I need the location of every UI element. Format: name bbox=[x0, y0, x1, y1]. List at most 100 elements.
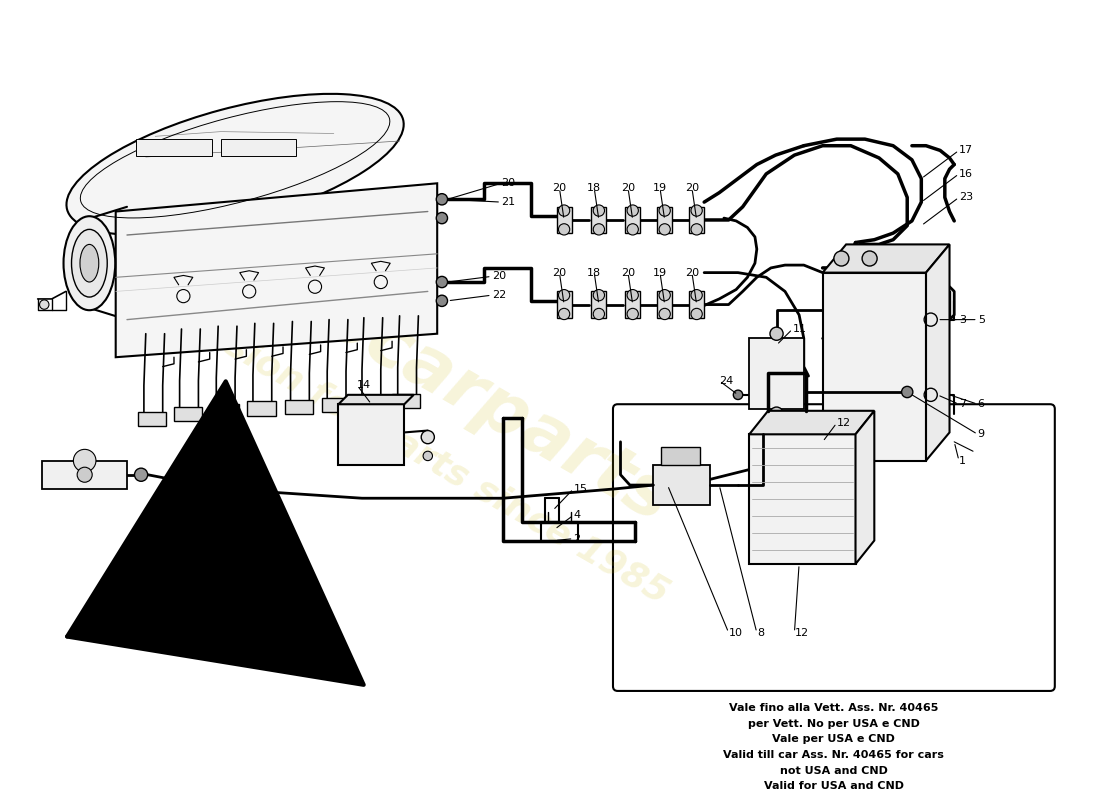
Text: 12: 12 bbox=[794, 628, 808, 638]
Bar bbox=[557, 207, 572, 233]
Circle shape bbox=[437, 295, 448, 306]
Bar bbox=[210, 404, 239, 418]
Circle shape bbox=[593, 205, 605, 216]
Bar bbox=[592, 291, 606, 318]
Circle shape bbox=[421, 430, 434, 444]
Text: 19: 19 bbox=[653, 183, 667, 193]
Circle shape bbox=[659, 224, 670, 235]
Text: 20: 20 bbox=[552, 183, 567, 193]
Bar bbox=[661, 446, 701, 466]
Bar bbox=[749, 338, 804, 409]
FancyBboxPatch shape bbox=[613, 404, 1055, 691]
Text: 23: 23 bbox=[959, 193, 974, 202]
Polygon shape bbox=[926, 245, 949, 461]
Bar bbox=[657, 291, 672, 318]
Bar bbox=[139, 412, 166, 426]
Bar bbox=[823, 273, 926, 461]
Text: 3: 3 bbox=[959, 314, 966, 325]
Circle shape bbox=[770, 407, 783, 420]
Circle shape bbox=[559, 205, 570, 216]
Text: 21: 21 bbox=[502, 197, 515, 207]
Circle shape bbox=[659, 308, 670, 320]
Text: 22: 22 bbox=[492, 290, 506, 300]
Circle shape bbox=[77, 467, 92, 482]
Text: 14: 14 bbox=[358, 381, 372, 390]
Text: 5: 5 bbox=[978, 314, 984, 325]
Circle shape bbox=[627, 224, 638, 235]
Circle shape bbox=[437, 194, 448, 205]
Circle shape bbox=[627, 290, 638, 301]
Circle shape bbox=[691, 205, 702, 216]
Circle shape bbox=[734, 390, 742, 399]
Bar bbox=[557, 291, 572, 318]
Text: 17: 17 bbox=[959, 146, 974, 155]
Bar bbox=[689, 291, 704, 318]
Text: 8: 8 bbox=[757, 628, 763, 638]
Circle shape bbox=[593, 224, 605, 235]
Circle shape bbox=[902, 386, 913, 398]
Bar bbox=[339, 404, 405, 466]
Text: 20: 20 bbox=[621, 268, 635, 278]
Text: 11: 11 bbox=[792, 324, 806, 334]
Bar bbox=[321, 398, 350, 412]
Circle shape bbox=[659, 205, 670, 216]
Bar bbox=[221, 139, 296, 156]
Bar bbox=[657, 207, 672, 233]
Bar bbox=[43, 461, 126, 489]
Bar bbox=[356, 396, 385, 410]
Bar bbox=[136, 139, 211, 156]
Text: 12: 12 bbox=[837, 418, 850, 428]
Polygon shape bbox=[339, 395, 414, 404]
Text: 20: 20 bbox=[621, 183, 635, 193]
Circle shape bbox=[627, 205, 638, 216]
Bar bbox=[392, 394, 420, 408]
Bar bbox=[285, 399, 314, 414]
Circle shape bbox=[74, 450, 96, 472]
Text: 19: 19 bbox=[653, 268, 667, 278]
Text: eurocarparts: eurocarparts bbox=[192, 214, 682, 538]
Text: 2: 2 bbox=[573, 534, 581, 544]
Bar bbox=[749, 434, 856, 564]
Circle shape bbox=[691, 308, 702, 320]
Bar bbox=[653, 466, 710, 505]
Text: 15: 15 bbox=[573, 484, 587, 494]
Text: Vale fino alla Vett. Ass. Nr. 40465
per Vett. No per USA e CND
Vale per USA e CN: Vale fino alla Vett. Ass. Nr. 40465 per … bbox=[724, 703, 944, 791]
Circle shape bbox=[437, 213, 448, 224]
Text: 24: 24 bbox=[719, 376, 734, 386]
Circle shape bbox=[559, 290, 570, 301]
Text: 4: 4 bbox=[573, 510, 581, 520]
Circle shape bbox=[627, 308, 638, 320]
Circle shape bbox=[559, 224, 570, 235]
Text: 20: 20 bbox=[685, 183, 698, 193]
Circle shape bbox=[770, 327, 783, 340]
Ellipse shape bbox=[72, 230, 107, 297]
Circle shape bbox=[424, 451, 432, 461]
Ellipse shape bbox=[80, 245, 99, 282]
Circle shape bbox=[134, 468, 147, 482]
Ellipse shape bbox=[66, 94, 404, 235]
Circle shape bbox=[691, 290, 702, 301]
Bar bbox=[248, 402, 275, 415]
Text: 10: 10 bbox=[728, 628, 743, 638]
Text: 7: 7 bbox=[959, 399, 966, 410]
Bar bbox=[689, 207, 704, 233]
Circle shape bbox=[593, 308, 605, 320]
Circle shape bbox=[659, 290, 670, 301]
Text: 9: 9 bbox=[978, 430, 984, 439]
Bar bbox=[625, 291, 640, 318]
Polygon shape bbox=[749, 411, 874, 434]
Bar bbox=[625, 207, 640, 233]
Text: 20: 20 bbox=[685, 268, 698, 278]
Text: 1: 1 bbox=[959, 456, 966, 466]
Text: 13: 13 bbox=[240, 517, 254, 526]
Polygon shape bbox=[823, 245, 949, 273]
Text: 20: 20 bbox=[502, 178, 515, 188]
Polygon shape bbox=[856, 411, 875, 564]
Circle shape bbox=[559, 308, 570, 320]
Circle shape bbox=[593, 290, 605, 301]
Ellipse shape bbox=[64, 216, 116, 310]
Text: 6: 6 bbox=[978, 399, 984, 410]
Text: a passion for parts since 1985: a passion for parts since 1985 bbox=[124, 274, 674, 610]
Text: 20: 20 bbox=[492, 271, 506, 282]
Text: 16: 16 bbox=[959, 169, 972, 179]
